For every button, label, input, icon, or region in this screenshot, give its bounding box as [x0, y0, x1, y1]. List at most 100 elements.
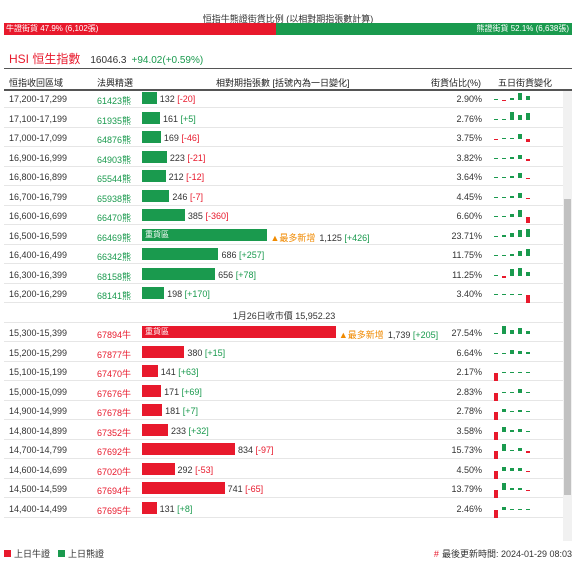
row-range: 16,300-16,399: [9, 269, 68, 280]
sparkline-bar: [494, 392, 498, 401]
table-row[interactable]: 16,700-16,799 65938熊 246 [-7] 4.45%: [4, 187, 564, 206]
sparkline-bar: [502, 506, 506, 510]
row-contracts-delta: [+15]: [204, 347, 226, 358]
legend: 上日牛證 上日熊證: [4, 547, 104, 560]
row-warrant-code[interactable]: 68158熊: [97, 271, 132, 282]
row-warrant-code[interactable]: 67695牛: [97, 505, 132, 516]
sparkline-bar: [510, 232, 514, 237]
row-warrant-code[interactable]: 66469熊: [97, 232, 132, 243]
sparkline-bar: [494, 509, 498, 518]
row-warrant-code[interactable]: 64876熊: [97, 135, 132, 145]
warrant-table-body[interactable]: 17,200-17,299 61423熊 132 [-20] 2.90% 17,100-…: [4, 91, 572, 541]
row-warrant-code[interactable]: 66470熊: [97, 213, 132, 223]
row-contracts-bar: 重貨區: [142, 228, 268, 241]
table-row[interactable]: 16,500-16,599 66469熊 重貨區 ▲最多新增 1,125 [+426] 2…: [4, 226, 564, 245]
row-warrant-code[interactable]: 67894牛: [97, 330, 132, 340]
sparkline-bar: [510, 429, 514, 432]
row-warrant-code[interactable]: 61423熊: [97, 96, 132, 106]
row-percentage: 2.90%: [456, 94, 482, 104]
row-warrant-code[interactable]: 66342熊: [97, 252, 132, 262]
table-row[interactable]: 17,200-17,299 61423熊 132 [-20] 2.90%: [4, 91, 564, 108]
five-day-sparkline: [494, 343, 549, 362]
row-contracts-text: 169 [-46]: [164, 133, 200, 143]
row-contracts-delta: [+7]: [182, 406, 198, 416]
sparkline-bar: [518, 173, 522, 178]
table-row[interactable]: 16,200-16,299 68141熊 198 [+170] 3.40%: [4, 284, 564, 303]
hash-mark: #: [433, 549, 439, 559]
row-contracts-delta: [-7]: [189, 191, 203, 202]
sparkline-bar: [502, 294, 506, 295]
table-row[interactable]: 16,800-16,899 65544熊 212 [-12] 3.64%: [4, 167, 564, 186]
row-warrant-code[interactable]: 68141熊: [97, 291, 132, 301]
scroll-thumb[interactable]: [564, 199, 571, 495]
table-row[interactable]: 17,000-17,099 64876熊 169 [-46] 3.75%: [4, 128, 564, 147]
table-row[interactable]: 16,400-16,499 66342熊 686 [+257] 11.75%: [4, 245, 564, 264]
row-warrant-code[interactable]: 65938熊: [97, 193, 132, 204]
five-day-sparkline: [494, 479, 549, 498]
five-day-sparkline: [494, 265, 549, 284]
hsi-label[interactable]: HSI 恒生指數: [9, 52, 81, 66]
row-range: 16,200-16,299: [9, 289, 68, 299]
table-row[interactable]: 17,100-17,199 61935熊 161 [+5] 2.76%: [4, 109, 564, 128]
row-warrant-code[interactable]: 67352牛: [97, 427, 132, 438]
sparkline-bar: [518, 210, 522, 217]
sparkline-bar: [494, 490, 498, 498]
row-contracts-text: 198 [+170]: [167, 289, 210, 299]
table-row[interactable]: 14,800-14,899 67352牛 233 [+32] 3.58%: [4, 421, 564, 440]
table-row[interactable]: 16,300-16,399 68158熊 656 [+78] 11.25%: [4, 265, 564, 284]
sparkline-bar: [518, 267, 522, 276]
table-row[interactable]: 15,300-15,399 67894牛 重貨區 ▲最多新增 1,739 [+205] 2…: [4, 323, 564, 342]
sparkline-bar: [526, 158, 530, 161]
row-contracts-text: 380 [+15]: [187, 348, 225, 358]
sparkline-bar: [502, 444, 506, 451]
row-percentage: 2.83%: [456, 386, 482, 397]
row-warrant-code[interactable]: 67678牛: [97, 408, 132, 418]
sparkline-bar: [502, 118, 506, 120]
row-contracts-delta: [+32]: [188, 425, 209, 436]
row-warrant-code[interactable]: 67676牛: [97, 388, 132, 399]
five-day-sparkline: [494, 382, 549, 401]
legend-bear-label: 上日熊證: [68, 549, 105, 559]
five-day-sparkline: [494, 91, 549, 108]
table-row[interactable]: 14,900-14,999 67678牛 181 [+7] 2.78%: [4, 401, 564, 420]
row-warrant-code[interactable]: 67470牛: [97, 369, 132, 379]
row-contracts-delta: [-20]: [177, 94, 196, 104]
sparkline-bar: [494, 373, 498, 381]
table-row[interactable]: 14,400-14,499 67695牛 131 [+8] 2.46%: [4, 499, 564, 518]
row-warrant-code[interactable]: 67692牛: [97, 447, 132, 457]
table-scrollbar[interactable]: [563, 91, 572, 541]
five-day-sparkline: [494, 440, 549, 459]
sparkline-bar: [518, 350, 522, 354]
row-warrant-code[interactable]: 67694牛: [97, 486, 132, 496]
row-contracts-delta: [-12]: [186, 172, 205, 182]
row-contracts-text: 385 [-360]: [188, 211, 229, 221]
sparkline-bar: [526, 430, 530, 432]
table-row[interactable]: 15,100-15,199 67470牛 141 [+63] 2.17%: [4, 362, 564, 381]
sparkline-bar: [510, 330, 514, 334]
sparkline-bar: [518, 114, 522, 120]
table-row[interactable]: 14,600-14,699 67020牛 292 [-53] 4.50%: [4, 460, 564, 479]
table-row[interactable]: 16,900-16,999 64903熊 223 [-21] 3.82%: [4, 148, 564, 167]
row-contracts-text: 233 [+32]: [171, 426, 209, 436]
table-row[interactable]: 14,700-14,799 67692牛 834 [-97] 15.73%: [4, 440, 564, 459]
closing-price-text: 1月26日收市價 15,952.23: [232, 310, 336, 321]
row-contracts-value: 686: [221, 250, 237, 260]
table-row[interactable]: 14,500-14,599 67694牛 741 [-65] 13.79%: [4, 479, 564, 498]
sparkline-bar: [502, 352, 506, 354]
sparkline-bar: [502, 391, 506, 393]
table-row[interactable]: 15,200-15,299 67877牛 380 [+15] 6.64%: [4, 343, 564, 362]
row-percentage: 6.60%: [456, 211, 482, 221]
table-row[interactable]: 15,000-15,099 67676牛 171 [+69] 2.83%: [4, 382, 564, 401]
sparkline-bar: [494, 470, 498, 479]
sparkline-bar: [526, 508, 530, 510]
row-warrant-code[interactable]: 65544熊: [97, 174, 132, 184]
row-warrant-code[interactable]: 67020牛: [97, 466, 132, 477]
row-percentage: 4.50%: [456, 464, 482, 475]
table-row[interactable]: 16,600-16,699 66470熊 385 [-360] 6.60%: [4, 206, 564, 225]
row-contracts-text: 741 [-65]: [228, 484, 264, 494]
five-day-sparkline: [494, 499, 549, 518]
five-day-sparkline: [494, 109, 549, 128]
row-warrant-code[interactable]: 67877牛: [97, 349, 132, 360]
row-warrant-code[interactable]: 61935熊: [97, 115, 132, 126]
row-warrant-code[interactable]: 64903熊: [97, 154, 132, 165]
